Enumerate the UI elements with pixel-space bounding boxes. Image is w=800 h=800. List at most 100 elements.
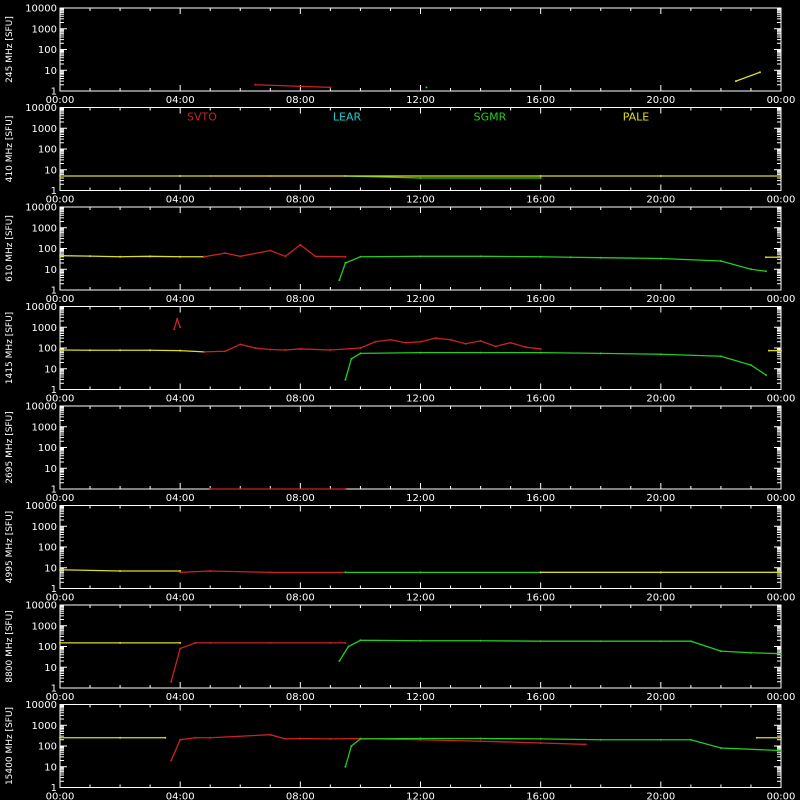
- data-point-pale: [780, 174, 782, 177]
- x-tick-label: 00:00: [46, 394, 75, 405]
- data-point-pale: [780, 571, 782, 574]
- y-tick-label: 10: [44, 265, 57, 276]
- data-point-sgmr: [599, 738, 602, 741]
- y-tick-label: 1: [51, 87, 57, 98]
- x-tick-label: 00:00: [46, 493, 75, 504]
- data-point-svto: [329, 737, 332, 740]
- y-tick-label: 10: [44, 563, 57, 574]
- panel-axis-label: 4995 MHz [SFU]: [5, 511, 15, 583]
- x-tick-label: 12:00: [406, 95, 435, 106]
- data-point-pale: [59, 568, 61, 571]
- data-point-pale: [539, 571, 542, 574]
- data-point-svto: [299, 347, 302, 350]
- series-sgmr: [338, 255, 767, 281]
- data-point-sgmr: [539, 640, 542, 643]
- data-point-svto: [299, 243, 302, 246]
- x-tick-label: 00:00: [46, 294, 75, 305]
- y-tick-label: 1000: [32, 323, 57, 334]
- data-point-svto: [194, 736, 197, 739]
- data-point-sgmr: [359, 255, 362, 258]
- data-point-svto: [419, 340, 422, 343]
- x-tick-label: 20:00: [646, 792, 675, 800]
- panel-frame: [59, 604, 782, 689]
- data-point-svto: [239, 343, 242, 346]
- y-tick-label: 1: [51, 584, 57, 595]
- x-tick-label: 00:00: [767, 195, 796, 206]
- panel-frame: [59, 306, 782, 390]
- panel-frame: [59, 505, 782, 589]
- data-point-sgmr: [344, 571, 347, 574]
- panel-5: 1 10 100 1000 10000 00:00 04:00 08:00 12:00 16:00…: [5, 501, 795, 604]
- data-point-sgmr: [539, 177, 542, 180]
- data-point-pale: [179, 255, 182, 258]
- data-point-svto: [179, 326, 182, 329]
- x-tick-label: 00:00: [767, 692, 796, 703]
- legend-sgmr: SGMR: [474, 111, 507, 124]
- y-tick-label: 10: [44, 663, 57, 674]
- data-point-sgmr: [599, 256, 602, 259]
- panel-6: 1 10 100 1000 10000 00:00 04:00 08:00 12:00 16:00…: [5, 601, 795, 704]
- data-point-sgmr: [338, 660, 341, 663]
- panel-axis-label: 410 MHz [SFU]: [5, 116, 15, 183]
- data-point-sgmr: [359, 352, 362, 355]
- panel-4: 1 10 100 1000 10000 00:00 04:00 08:00 12:00 16:00…: [5, 402, 795, 505]
- y-tick-label: 10: [44, 364, 57, 375]
- data-point-svto: [584, 743, 587, 746]
- series-sgmr: [338, 639, 782, 662]
- x-tick-label: 20:00: [646, 394, 675, 405]
- data-point-svto: [329, 86, 332, 89]
- data-point-svto: [203, 255, 206, 258]
- panel-axis-label: 1415 MHz [SFU]: [5, 312, 15, 384]
- y-tick-label: 10000: [25, 402, 57, 413]
- data-point-sgmr: [419, 639, 422, 642]
- y-tick-label: 1: [51, 684, 57, 695]
- x-tick-label: 00:00: [46, 195, 75, 206]
- data-point-svto: [524, 346, 527, 349]
- data-point-svto: [224, 350, 227, 353]
- y-tick-label: 10000: [25, 103, 57, 114]
- panel-3: 1 10 100 1000 10000 00:00 04:00 08:00 12:00 16:00…: [5, 302, 795, 405]
- x-tick-label: 00:00: [767, 95, 796, 106]
- data-point-svto: [254, 83, 257, 86]
- data-point-svto: [539, 741, 542, 744]
- data-point-sgmr: [689, 640, 692, 643]
- data-point-pale: [119, 641, 122, 644]
- data-point-svto: [179, 647, 182, 650]
- series-svto: [204, 337, 541, 353]
- data-point-svto: [494, 345, 497, 348]
- data-point-sgmr: [359, 737, 362, 740]
- data-point-svto: [179, 571, 182, 574]
- y-tick-label: 1: [51, 783, 57, 794]
- y-tick-label: 10: [44, 165, 57, 176]
- data-point-svto: [209, 736, 212, 739]
- panel-axis-label: 15400 MHz [SFU]: [5, 707, 15, 785]
- x-tick-label: 00:00: [46, 792, 75, 800]
- data-point-pale: [179, 569, 182, 572]
- x-tick-label: 00:00: [767, 792, 796, 800]
- x-tick-label: 20:00: [646, 195, 675, 206]
- panel-1: 1 10 100 1000 10000 00:00 04:00 08:00 12:00 16:00…: [5, 103, 795, 206]
- data-point-svto: [404, 341, 407, 344]
- data-point-pale: [89, 349, 92, 352]
- data-point-svto: [209, 641, 212, 644]
- data-point-sgmr: [659, 257, 662, 260]
- data-point-sgmr: [749, 651, 752, 654]
- data-point-sgmr: [539, 737, 542, 740]
- data-point-sgmr: [350, 357, 353, 360]
- data-point-sgmr: [479, 255, 482, 258]
- panel-axis-label: 2695 MHz [SFU]: [5, 411, 15, 483]
- data-point-sgmr: [569, 256, 572, 259]
- x-tick-label: 16:00: [526, 294, 555, 305]
- x-tick-label: 04:00: [166, 493, 195, 504]
- data-point-sgmr: [344, 378, 347, 381]
- data-point-svto: [194, 641, 197, 644]
- data-point-svto: [284, 349, 287, 352]
- data-point-svto: [284, 737, 287, 740]
- data-point-pale: [780, 736, 782, 739]
- x-tick-label: 04:00: [166, 593, 195, 604]
- y-tick-label: 10: [44, 464, 57, 475]
- data-point-svto: [329, 641, 332, 644]
- data-point-svto: [269, 249, 272, 252]
- data-point-sgmr: [659, 738, 662, 741]
- x-tick-label: 20:00: [646, 95, 675, 106]
